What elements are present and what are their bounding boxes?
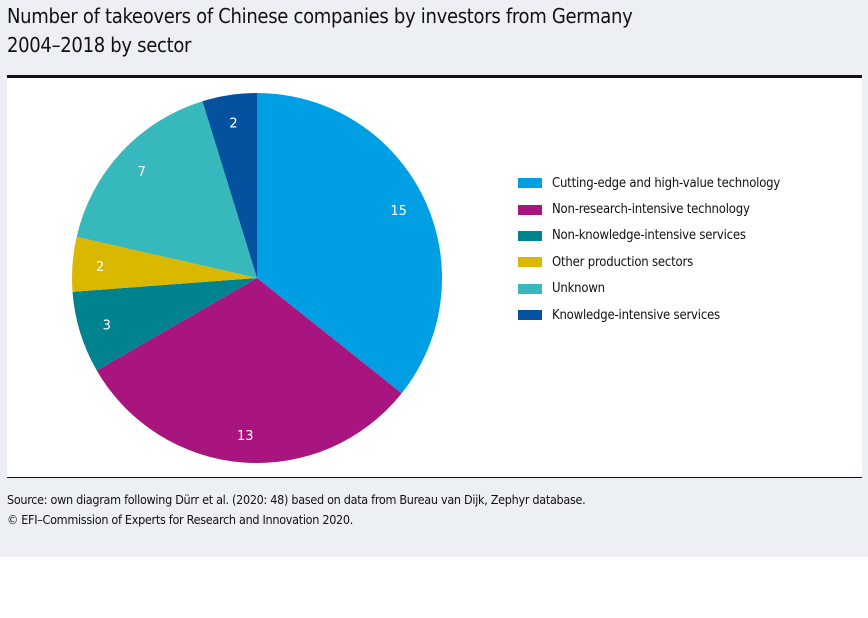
pie-slice xyxy=(72,278,257,371)
plot-area: 15 13 3 2 7 2 Cutting-edge and high-value tec… xyxy=(7,75,862,478)
legend-item: Knowledge-intensive services xyxy=(518,302,780,328)
pie-slice xyxy=(96,278,402,464)
slice-value-label: 15 xyxy=(390,204,407,219)
legend-item: Other production sectors xyxy=(518,249,780,275)
slice-value-label: 2 xyxy=(96,260,104,275)
legend-label: Cutting-edge and high-value technology xyxy=(552,175,781,191)
source-line-1: Source: own diagram following Dürr et al… xyxy=(7,492,586,507)
legend-label: Non-research-intensive technology xyxy=(552,202,750,218)
slice-value-label: 2 xyxy=(229,117,237,132)
slice-value-label: 13 xyxy=(237,429,254,444)
legend-label: Other production sectors xyxy=(552,254,693,270)
pie-slice xyxy=(76,101,257,279)
pie-slice xyxy=(257,93,443,394)
legend-swatch xyxy=(518,178,542,189)
legend-swatch xyxy=(518,283,542,294)
source-line-2: © EFI–Commission of Experts for Research… xyxy=(7,512,354,527)
legend-swatch xyxy=(518,204,542,215)
pie-slice xyxy=(71,236,257,292)
legend-swatch xyxy=(518,310,542,321)
legend-label: Non-knowledge-intensive services xyxy=(552,228,746,244)
title-line-1: Number of takeovers of Chinese companies… xyxy=(7,4,633,28)
legend-swatch xyxy=(518,257,542,268)
legend-label: Knowledge-intensive services xyxy=(552,307,720,323)
slice-value-label: 7 xyxy=(138,165,146,180)
pie-slice xyxy=(202,93,257,278)
legend-item: Non-research-intensive technology xyxy=(518,196,780,222)
source-note: Source: own diagram following Dürr et al… xyxy=(7,490,586,530)
legend-item: Cutting-edge and high-value technology xyxy=(518,170,780,196)
chart-title: Number of takeovers of Chinese companies… xyxy=(7,2,633,60)
legend-item: Non-knowledge-intensive services xyxy=(518,223,780,249)
pie-chart: 15 13 3 2 7 2 xyxy=(71,93,443,464)
slice-value-label: 3 xyxy=(103,318,111,333)
legend-label: Unknown xyxy=(552,281,605,297)
title-line-2: 2004–2018 by sector xyxy=(7,33,192,57)
figure-panel: Number of takeovers of Chinese companies… xyxy=(0,0,868,557)
legend: Cutting-edge and high-value technology No… xyxy=(518,170,780,328)
legend-swatch xyxy=(518,230,542,241)
legend-item: Unknown xyxy=(518,276,780,302)
